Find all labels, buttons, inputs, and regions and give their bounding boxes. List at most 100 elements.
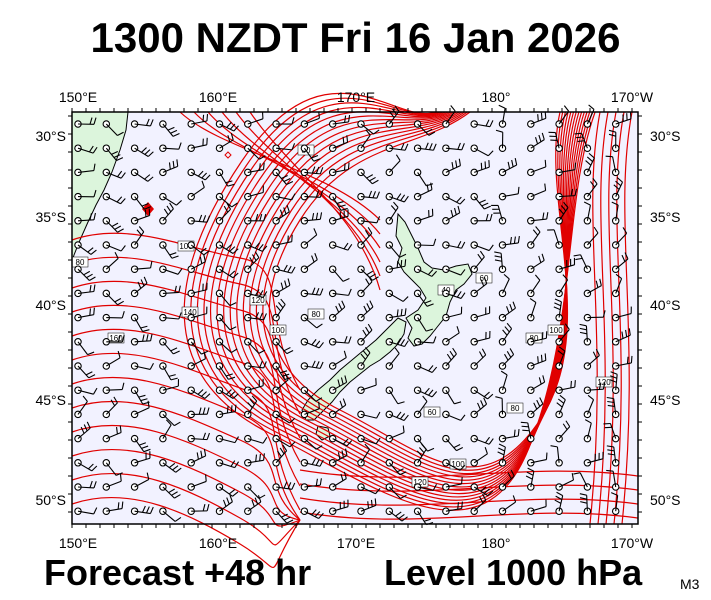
lon-label-top-170w: 170°W [611, 89, 654, 105]
wind-barb [527, 331, 548, 346]
wind-barb [300, 360, 324, 370]
wind-barb [187, 168, 211, 181]
wind-barb [579, 493, 592, 515]
wind-barb [215, 434, 239, 444]
wind-barb [159, 142, 182, 152]
wind-barb [470, 306, 491, 322]
wind-barb [470, 160, 490, 177]
wind-barb [583, 226, 599, 249]
wind-barb [442, 205, 461, 225]
eastern-contour [621, 111, 633, 525]
southern-contour [299, 511, 639, 520]
wind-barb [300, 212, 323, 225]
wind-barb [555, 105, 570, 128]
wind-barb [187, 214, 211, 225]
wind-barb [555, 188, 578, 201]
wind-barb [583, 394, 595, 419]
contour-label: 100 [449, 458, 467, 470]
wind-barb [527, 298, 537, 322]
wind-barb [555, 420, 571, 443]
wind-barb [328, 114, 351, 128]
wind-barb [159, 483, 181, 499]
wind-barb [215, 483, 239, 497]
lat-label-right-35s: 35°S [650, 209, 681, 225]
wind-barb [215, 133, 234, 152]
wind-barb [385, 483, 407, 499]
wind-barb [413, 289, 434, 307]
wind-barb [272, 410, 296, 424]
wind-barb [215, 202, 232, 225]
ridge-contour [235, 111, 381, 277]
wind-barb [470, 330, 491, 346]
wind-barb [244, 495, 262, 515]
wind-barb [328, 265, 350, 282]
wind-barb [244, 378, 264, 394]
wind-barb [272, 278, 291, 298]
wind-barb [244, 251, 260, 273]
wind-barb [215, 120, 239, 132]
wind-barb [495, 129, 507, 152]
wind-barb [527, 274, 541, 298]
lat-label-left-40s: 40°S [35, 297, 66, 313]
wind-barb [573, 254, 592, 273]
wind-barb [470, 493, 487, 515]
svg-text:80: 80 [530, 334, 539, 343]
contour-label: 160 [107, 332, 125, 344]
wind-barb [300, 166, 324, 177]
westerly-contour [71, 352, 301, 511]
westerly-contour [71, 376, 301, 521]
wind-barb [442, 410, 466, 421]
wind-barb [215, 289, 237, 307]
wind-barb [328, 135, 349, 152]
wind-barb [470, 276, 488, 298]
wind-barb [555, 394, 566, 419]
wind-barb [470, 348, 487, 370]
wind-barb [102, 144, 124, 162]
wind-barb [555, 473, 575, 491]
wind-barb [130, 144, 154, 157]
wind-barb [102, 474, 122, 491]
lon-label-top-180: 180° [482, 89, 511, 105]
wind-barb [74, 265, 96, 281]
wind-barb [244, 453, 265, 467]
southern-contour [299, 469, 639, 478]
wind-barb [159, 159, 179, 177]
wind-barb [102, 168, 126, 179]
wind-barb [442, 476, 463, 491]
wind-barb [102, 459, 123, 476]
wind-barb [555, 257, 576, 273]
wind-barb [606, 469, 620, 491]
wind-barb [357, 129, 371, 152]
wind-barb [300, 313, 323, 329]
wind-barb [102, 350, 121, 370]
wind-barb [74, 338, 95, 356]
wind-barb [498, 186, 520, 201]
wind-barb [385, 308, 407, 322]
wind-barb [328, 398, 347, 419]
wind-barb [187, 306, 208, 322]
trough-contour [183, 92, 596, 511]
wind-barb [491, 204, 507, 225]
wind-barb [300, 386, 323, 402]
svg-text:100: 100 [271, 326, 285, 335]
wind-barb [385, 410, 409, 422]
wind-barb [357, 168, 379, 185]
wind-barb [611, 227, 628, 249]
wind-barb [527, 375, 546, 394]
wind-barb [611, 177, 624, 201]
wind-barb [547, 229, 563, 249]
westerly-contour [71, 328, 301, 487]
wind-barb [130, 276, 148, 298]
wind-barb [130, 386, 150, 405]
wind-barb [608, 129, 620, 152]
wind-barb [244, 144, 266, 160]
wind-barb [159, 507, 182, 522]
wind-barb [470, 213, 493, 225]
contour-label: 100 [269, 324, 287, 336]
wind-barb [525, 467, 535, 491]
wind-barb [357, 410, 381, 419]
wind-barb [215, 168, 235, 187]
wind-barb [470, 192, 491, 210]
wind-barb [442, 158, 461, 177]
wind-barb [187, 407, 210, 419]
